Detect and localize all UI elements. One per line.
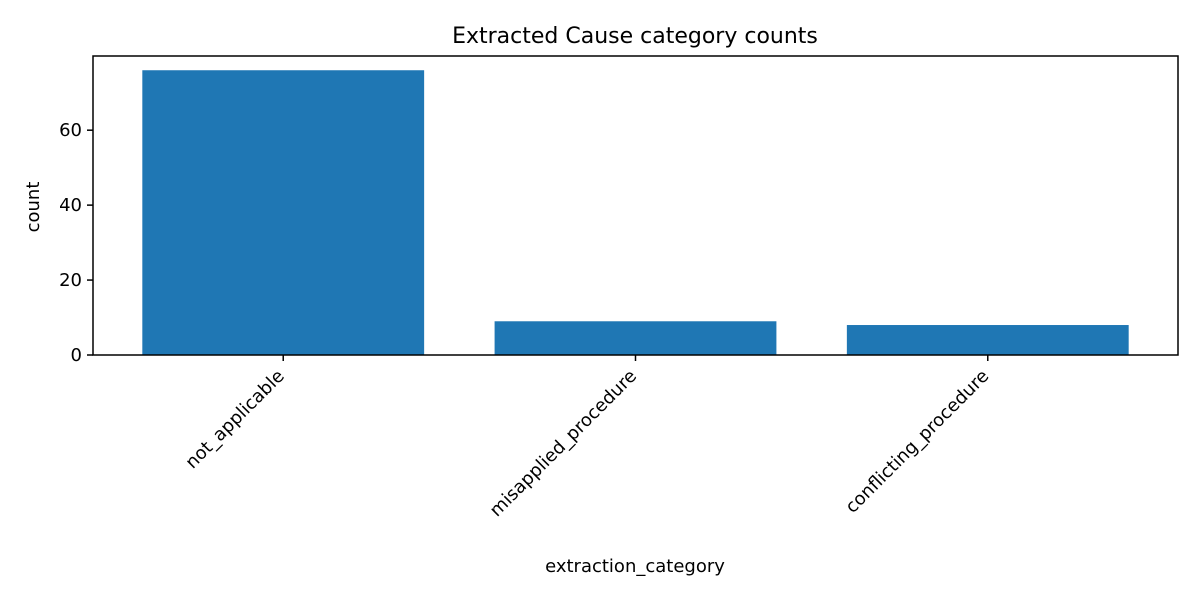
bar-not-applicable xyxy=(142,70,425,355)
y-tick-label: 40 xyxy=(59,195,82,216)
x-axis: not_applicable misapplied_procedure confli… xyxy=(181,355,993,521)
y-axis: 0 20 40 60 xyxy=(59,120,93,366)
x-tick-label: not_applicable xyxy=(181,366,288,473)
x-tick-label: conflicting_procedure xyxy=(841,366,993,518)
y-tick-label: 0 xyxy=(71,345,82,366)
bar-misapplied-procedure xyxy=(494,321,777,355)
y-tick-label: 20 xyxy=(59,270,82,291)
y-axis-label: count xyxy=(23,182,44,233)
x-axis-label: extraction_category xyxy=(545,556,725,577)
chart-title: Extracted Cause category counts xyxy=(452,24,818,49)
bars-layer xyxy=(142,70,1129,355)
bar-conflicting-procedure xyxy=(846,325,1129,355)
x-tick-label: misapplied_procedure xyxy=(486,366,641,521)
y-tick-label: 60 xyxy=(59,120,82,141)
